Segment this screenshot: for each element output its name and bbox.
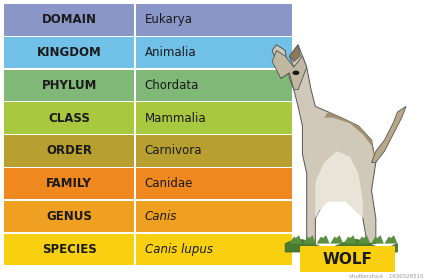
Text: CLASS: CLASS [48, 112, 90, 125]
Text: WOLF: WOLF [323, 251, 373, 267]
Text: DOMAIN: DOMAIN [41, 13, 97, 26]
Polygon shape [324, 112, 376, 162]
Bar [4, 4, 134, 36]
Text: PHYLUM: PHYLUM [41, 79, 97, 92]
Text: FAMILY: FAMILY [46, 177, 92, 190]
Polygon shape [317, 235, 330, 244]
Text: Canis: Canis [145, 210, 177, 223]
Polygon shape [371, 235, 384, 244]
Bar [4, 102, 134, 134]
Bar [136, 234, 292, 265]
Polygon shape [384, 235, 397, 244]
Text: shutterstock · 1936526515: shutterstock · 1936526515 [349, 274, 423, 279]
Text: Eukarya: Eukarya [145, 13, 193, 26]
Polygon shape [315, 151, 363, 218]
Text: SPECIES: SPECIES [42, 243, 96, 256]
Bar [4, 234, 134, 265]
Text: Canis lupus: Canis lupus [145, 243, 213, 256]
Circle shape [292, 71, 299, 75]
Text: Canidae: Canidae [145, 177, 193, 190]
Bar [136, 4, 292, 36]
Text: Carnivora: Carnivora [145, 144, 202, 157]
Text: ORDER: ORDER [46, 144, 92, 157]
Polygon shape [289, 235, 302, 244]
Text: GENUS: GENUS [46, 210, 92, 223]
Polygon shape [272, 45, 376, 244]
Bar [136, 168, 292, 199]
Text: KINGDOM: KINGDOM [37, 46, 102, 59]
Bar [300, 246, 395, 272]
Polygon shape [344, 235, 357, 244]
Bar [4, 37, 134, 68]
Bar [136, 37, 292, 68]
Bar [4, 168, 134, 199]
Bar [136, 70, 292, 101]
Bar [136, 102, 292, 134]
Polygon shape [289, 45, 300, 62]
Text: Chordata: Chordata [145, 79, 199, 92]
Text: Mammalia: Mammalia [145, 112, 206, 125]
Polygon shape [357, 235, 370, 244]
Polygon shape [272, 50, 307, 90]
Polygon shape [303, 235, 316, 244]
Bar [136, 201, 292, 232]
Bar [4, 70, 134, 101]
Polygon shape [285, 239, 397, 252]
Bar [4, 201, 134, 232]
Text: Animalia: Animalia [145, 46, 197, 59]
Polygon shape [372, 106, 406, 162]
Bar [4, 135, 134, 167]
Polygon shape [330, 235, 343, 244]
Bar [136, 135, 292, 167]
